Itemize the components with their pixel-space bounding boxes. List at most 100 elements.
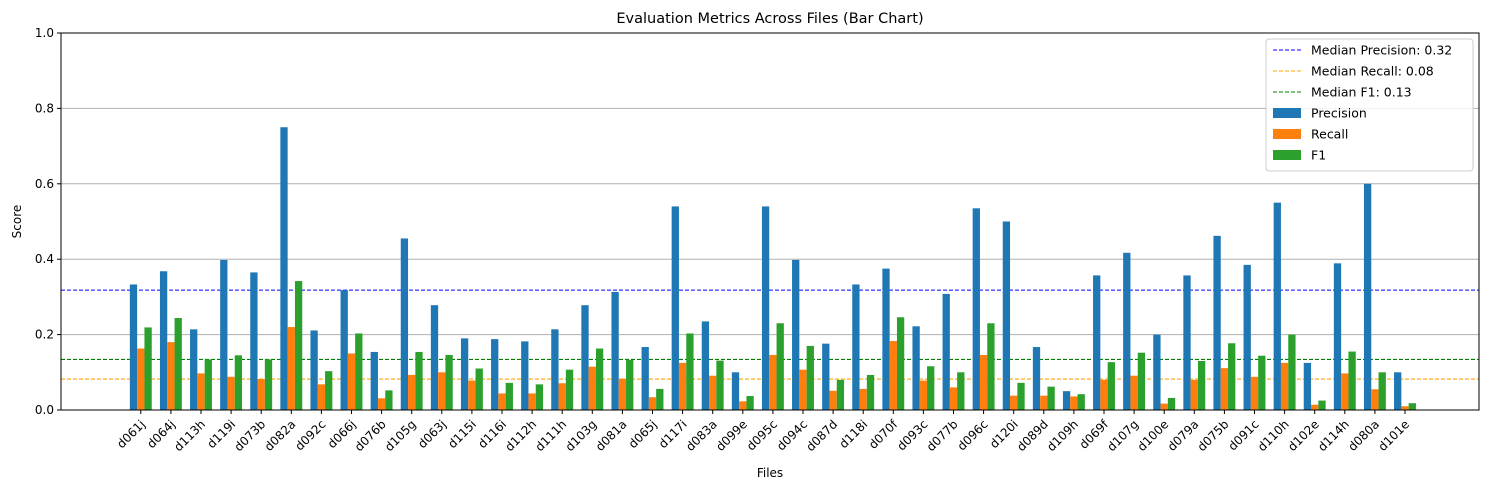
recall-bar bbox=[1220, 368, 1229, 410]
x-tick-label: d103g bbox=[563, 417, 600, 454]
precision-bar bbox=[822, 343, 830, 410]
precision-bar bbox=[1183, 275, 1191, 410]
f1-bar bbox=[896, 317, 905, 410]
x-tick-label: d095c bbox=[744, 417, 780, 453]
precision-bar bbox=[1123, 252, 1131, 410]
x-tick-label: d082a bbox=[262, 417, 299, 454]
precision-bar bbox=[611, 291, 619, 410]
y-tick-label: 0.8 bbox=[35, 101, 54, 115]
recall-bar bbox=[347, 353, 356, 410]
recall-bar bbox=[799, 369, 807, 410]
x-tick-label: d077b bbox=[924, 417, 961, 454]
x-tick-label: d114h bbox=[1315, 417, 1352, 454]
legend-label: Precision bbox=[1311, 106, 1367, 121]
y-tick-label: 1.0 bbox=[35, 26, 54, 40]
legend-box bbox=[1265, 38, 1474, 172]
recall-bar bbox=[528, 393, 536, 410]
precision-bar bbox=[731, 372, 740, 410]
legend-label: Median Recall: 0.08 bbox=[1311, 64, 1434, 79]
recall-bar bbox=[618, 378, 627, 410]
x-tick-label: d061j bbox=[114, 417, 148, 451]
precision-bar bbox=[882, 268, 890, 410]
recall-bar bbox=[498, 393, 506, 410]
recall-bar bbox=[739, 401, 747, 410]
x-axis-title: Files bbox=[757, 466, 783, 480]
precision-bar bbox=[460, 338, 469, 410]
legend-label: Recall bbox=[1311, 127, 1348, 142]
recall-bar bbox=[438, 372, 446, 410]
recall-bar bbox=[1311, 404, 1319, 410]
f1-bar bbox=[806, 345, 814, 410]
x-tick-label: d065j bbox=[626, 417, 660, 451]
recall-bar bbox=[859, 388, 867, 410]
x-tick-label: d089d bbox=[1014, 417, 1051, 454]
recall-bar bbox=[1280, 362, 1289, 410]
f1-bar bbox=[325, 371, 333, 410]
x-tick-label: d070f bbox=[866, 417, 901, 452]
x-tick-label: d087d bbox=[803, 417, 840, 454]
f1-bar bbox=[1137, 352, 1146, 410]
x-tick-label: d101e bbox=[1375, 417, 1412, 454]
f1-bar bbox=[595, 348, 604, 410]
x-axis-ticks: d061jd064jd113hd119id073bd082ad092cd066j… bbox=[114, 410, 1412, 454]
precision-bar bbox=[310, 330, 318, 410]
f1-bar bbox=[174, 318, 182, 410]
f1-bar bbox=[1228, 343, 1236, 410]
f1-bar bbox=[1107, 362, 1115, 410]
precision-bar bbox=[1153, 334, 1161, 410]
precision-bar bbox=[491, 339, 499, 410]
precision-bar bbox=[1243, 264, 1251, 410]
x-tick-label: d096c bbox=[955, 417, 991, 453]
f1-bar bbox=[1318, 400, 1326, 410]
precision-bar bbox=[671, 206, 679, 410]
recall-bar bbox=[1070, 396, 1078, 410]
f1-bar bbox=[836, 379, 845, 410]
recall-bar bbox=[829, 390, 837, 410]
recall-bar bbox=[1341, 373, 1349, 410]
f1-bar bbox=[234, 355, 243, 410]
f1-bar bbox=[264, 359, 273, 410]
x-tick-label: d063j bbox=[415, 417, 449, 451]
x-tick-label: d113h bbox=[171, 417, 208, 454]
f1-bar bbox=[355, 333, 363, 410]
precision-bar bbox=[280, 127, 288, 410]
x-tick-label: d100e bbox=[1135, 417, 1172, 454]
precision-bar bbox=[400, 238, 409, 410]
x-tick-label: d094c bbox=[774, 417, 810, 453]
x-tick-label: d102e bbox=[1285, 417, 1322, 454]
precision-bar bbox=[641, 347, 649, 410]
precision-bar bbox=[220, 259, 228, 410]
precision-bar bbox=[581, 305, 589, 410]
legend-swatch bbox=[1273, 150, 1301, 160]
legend-label: Median Precision: 0.32 bbox=[1311, 43, 1452, 58]
f1-bar bbox=[535, 384, 544, 410]
precision-bar bbox=[129, 284, 138, 410]
f1-bar bbox=[866, 374, 875, 410]
precision-bar bbox=[792, 259, 800, 410]
recall-bar bbox=[257, 379, 265, 410]
precision-bar bbox=[1062, 391, 1071, 410]
precision-bar bbox=[1363, 183, 1372, 410]
legend-label: Median F1: 0.13 bbox=[1311, 85, 1412, 100]
precision-bar bbox=[1333, 263, 1342, 410]
precision-bar bbox=[430, 305, 439, 410]
plot-frame bbox=[60, 32, 1480, 411]
f1-bar bbox=[776, 323, 784, 410]
x-tick-label: d105g bbox=[382, 417, 419, 454]
recall-bar bbox=[408, 374, 416, 410]
f1-bar bbox=[294, 281, 303, 410]
recall-bar bbox=[1401, 406, 1409, 410]
precision-bar bbox=[551, 329, 559, 410]
recall-bar bbox=[1040, 395, 1048, 410]
x-tick-label: d076b bbox=[352, 417, 389, 454]
f1-bar bbox=[1288, 334, 1296, 410]
x-tick-label: d107g bbox=[1104, 417, 1141, 454]
x-tick-label: d112h bbox=[502, 417, 539, 454]
precision-bar bbox=[1273, 202, 1281, 410]
f1-bar bbox=[746, 396, 754, 410]
x-tick-label: d118i bbox=[836, 417, 870, 451]
recall-bar bbox=[137, 348, 145, 410]
x-tick-label: d081a bbox=[593, 417, 630, 454]
f1-bar bbox=[445, 354, 453, 410]
